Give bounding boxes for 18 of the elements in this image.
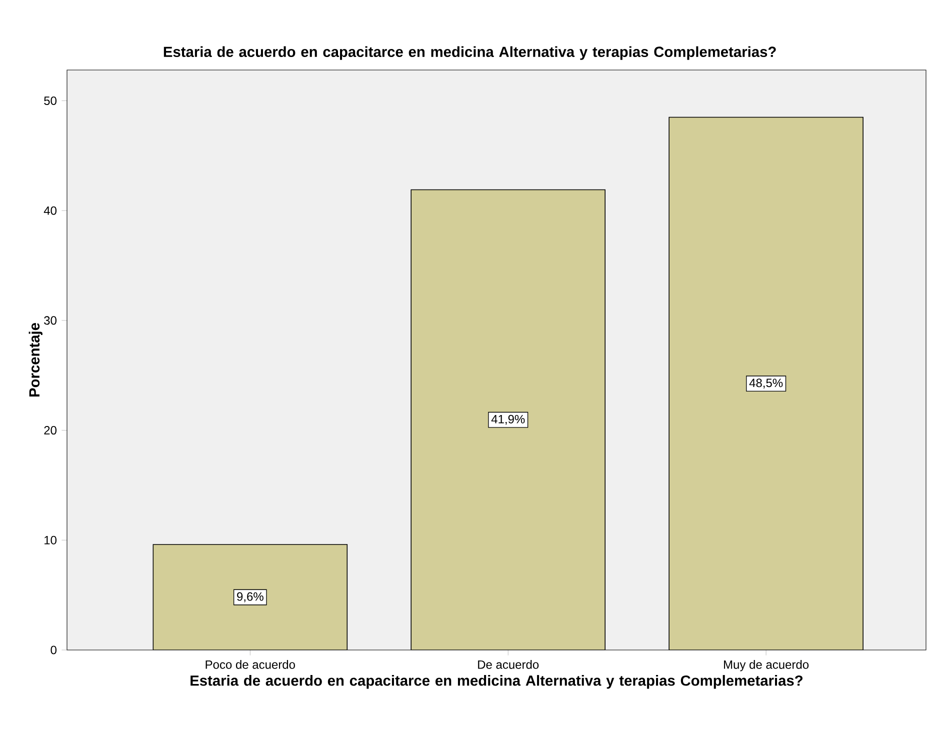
- data-label: 48,5%: [749, 378, 783, 389]
- y-tick-label: 10: [44, 536, 56, 544]
- chart-title: Estaria de acuerdo en capacitarce en medicina Alternativa y terapias Complemetarias?: [164, 46, 776, 60]
- x-axis-title: Estaria de acuerdo en capacitarce en medicina Alternativa y terapias Complemetarias?: [190, 675, 802, 689]
- bar: [410, 189, 606, 650]
- y-tick-label: 50: [44, 96, 56, 105]
- y-tick-label: 20: [44, 426, 56, 435]
- y-tick-label: 0: [50, 646, 56, 654]
- bar: [153, 544, 348, 650]
- x-tick-label: Muy de acuerdo: [724, 660, 809, 672]
- data-label: 41,9%: [491, 414, 525, 425]
- y-tick-label: 40: [44, 206, 56, 215]
- x-tick-label: De acuerdo: [478, 660, 539, 669]
- y-tick-label: 30: [44, 316, 56, 325]
- data-label: 9,6%: [237, 592, 264, 602]
- x-tick-label: Poco de acuerdo: [206, 660, 295, 669]
- y-axis-title: Porcentaje: [28, 322, 42, 396]
- bar: [668, 116, 864, 650]
